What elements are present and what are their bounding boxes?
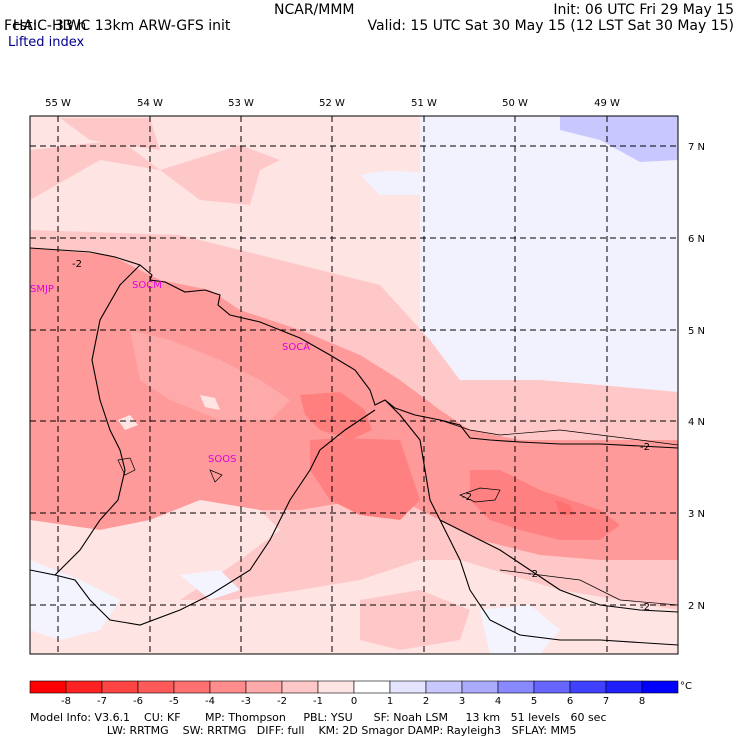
contours — [117, 419, 678, 606]
colorbar-swatch — [101, 680, 139, 694]
station-label: SMJP — [30, 284, 54, 295]
contour-label: -2 — [462, 492, 472, 503]
lon-label: 51 W — [411, 98, 437, 109]
colorbar-swatch — [245, 680, 283, 694]
colorbar-tick-label: 3 — [459, 696, 465, 707]
colorbar-swatch — [317, 680, 355, 694]
colorbar-tick-label: 2 — [423, 696, 429, 707]
colorbar-tick-label: -8 — [61, 696, 71, 707]
colorbar-swatch — [641, 680, 679, 694]
colorbar-tick-label: -1 — [313, 696, 323, 707]
colorbar-tick-label: 4 — [495, 696, 501, 707]
map-frame — [29, 115, 679, 655]
longitude-labels: 55 W 54 W 53 W 52 W 51 W 50 W 49 W — [45, 98, 620, 109]
valid-time: Valid: 15 UTC Sat 30 May 15 (12 LST Sat … — [367, 18, 734, 34]
colorbar-swatch — [137, 680, 175, 694]
contour-labels: -2 -2 -2 -2 -2 — [72, 259, 650, 613]
colorbar-tick-label: -2 — [277, 696, 287, 707]
latitude-labels: 7 N 6 N 5 N 4 N 3 N 2 N — [688, 142, 705, 612]
center-label: NCAR/MMM — [274, 2, 355, 18]
shaded-field — [30, 116, 678, 654]
lat-label: 6 N — [688, 234, 705, 245]
colorbar-tick-label: 7 — [603, 696, 609, 707]
lon-label: 54 W — [137, 98, 163, 109]
colorbar-swatch — [29, 680, 67, 694]
station-label: SOCA — [282, 342, 310, 353]
colorbar-swatch — [173, 680, 211, 694]
field-name: Lifted index — [8, 35, 85, 50]
colorbar-swatch — [425, 680, 463, 694]
lat-label: 7 N — [688, 142, 705, 153]
colorbar-swatch — [605, 680, 643, 694]
contour-label: -2 — [640, 442, 650, 453]
colorbar-tick-label: 0 — [351, 696, 357, 707]
forecast-hour: Fcst: 33 h — [4, 18, 87, 34]
colorbar-tick-label: -6 — [133, 696, 143, 707]
colorbar-swatch — [497, 680, 535, 694]
colorbar-tick-label: -3 — [241, 696, 251, 707]
model-name: HAIC-HIWC 13km ARW-GFS init — [12, 18, 231, 34]
lon-label: 53 W — [228, 98, 254, 109]
station-label: SOCM — [132, 280, 162, 291]
model-title: HAIC-HIWC 13km ARW-GFS init — [4, 2, 231, 34]
colorbar-tick-label: 1 — [387, 696, 393, 707]
colorbar-tick-label: -4 — [205, 696, 215, 707]
colorbar-tick-label: -7 — [97, 696, 107, 707]
model-info-line1: Model Info: V3.6.1 CU: KF MP: Thompson P… — [30, 711, 607, 724]
contour-label: -2 — [640, 602, 650, 613]
lon-label: 55 W — [45, 98, 71, 109]
colorbar-swatch — [569, 680, 607, 694]
lat-label: 3 N — [688, 509, 705, 520]
lon-label: 52 W — [319, 98, 345, 109]
init-time: Init: 06 UTC Fri 29 May 15 — [553, 2, 734, 18]
colorbar-swatch — [461, 680, 499, 694]
grid — [30, 116, 678, 654]
coastline — [30, 247, 678, 646]
colorbar-swatch — [353, 680, 391, 694]
colorbar-tick-label: 6 — [567, 696, 573, 707]
colorbar-swatch — [533, 680, 571, 694]
colorbar-unit: °C — [680, 681, 692, 692]
colorbar-swatch — [389, 680, 427, 694]
lon-label: 49 W — [594, 98, 620, 109]
lat-label: 5 N — [688, 326, 705, 337]
model-info-line2: LW: RRTMG SW: RRTMG DIFF: full KM: 2D Sm… — [30, 724, 577, 737]
lat-label: 4 N — [688, 417, 705, 428]
colorbar-tick-label: 8 — [639, 696, 645, 707]
colorbar-swatch — [209, 680, 247, 694]
colorbar-swatch — [65, 680, 103, 694]
colorbar: -8 -7 -6 -5 -4 -3 -2 -1 0 1 2 3 4 5 6 7 8 °C — [29, 680, 692, 707]
colorbar-swatch — [281, 680, 319, 694]
station-label: SOOS — [208, 454, 236, 465]
station-labels: SMJP SOCM SOCA SOOS — [30, 280, 310, 465]
contour-label: -2 — [72, 259, 82, 270]
colorbar-tick-label: -5 — [169, 696, 179, 707]
colorbar-tick-label: 5 — [531, 696, 537, 707]
contour-label: -2 — [528, 569, 538, 580]
lat-label: 2 N — [688, 601, 705, 612]
lon-label: 50 W — [502, 98, 528, 109]
